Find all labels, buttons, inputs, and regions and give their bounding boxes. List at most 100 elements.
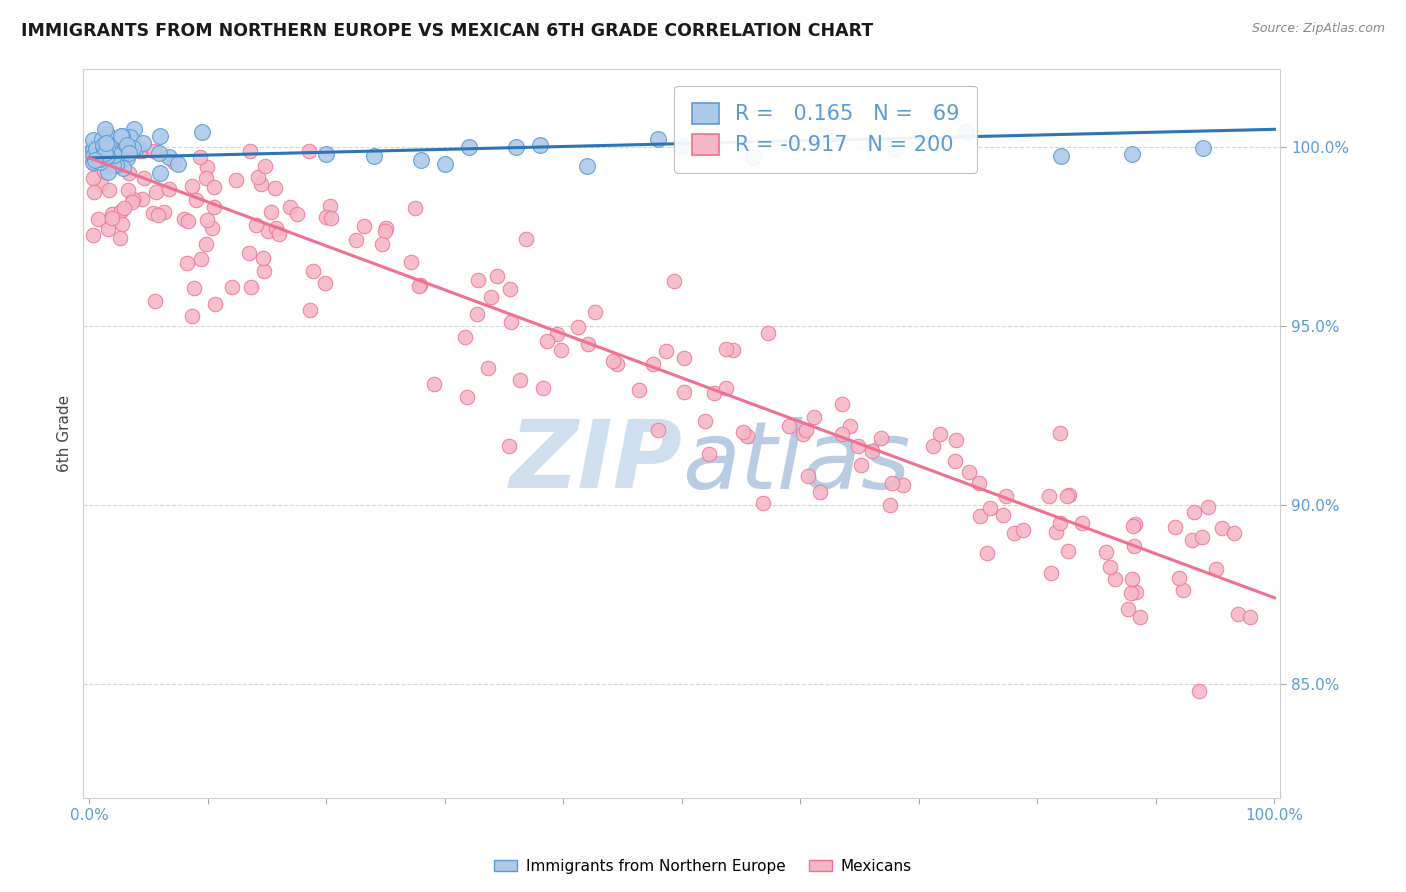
Point — [128, 144, 150, 158]
Point — [647, 132, 669, 146]
Point — [1211, 521, 1233, 535]
Point — [188, 149, 211, 163]
Point — [111, 217, 134, 231]
Point — [145, 186, 167, 200]
Point — [731, 425, 754, 439]
Point — [315, 210, 337, 224]
Point — [498, 439, 520, 453]
Point — [253, 264, 276, 278]
Point — [794, 423, 817, 437]
Point — [550, 343, 572, 357]
Text: IMMIGRANTS FROM NORTHERN EUROPE VS MEXICAN 6TH GRADE CORRELATION CHART: IMMIGRANTS FROM NORTHERN EUROPE VS MEXIC… — [21, 22, 873, 40]
Point — [82, 133, 104, 147]
Point — [404, 201, 426, 215]
Point — [278, 200, 301, 214]
Point — [131, 192, 153, 206]
Point — [86, 149, 108, 163]
Point — [93, 146, 115, 161]
Point — [567, 319, 589, 334]
Point — [98, 145, 121, 159]
Point — [993, 508, 1015, 523]
Point — [149, 129, 172, 144]
Point — [839, 419, 862, 434]
Text: Source: ZipAtlas.com: Source: ZipAtlas.com — [1251, 22, 1385, 36]
Point — [422, 377, 444, 392]
Point — [1171, 582, 1194, 597]
Point — [879, 498, 901, 512]
Point — [167, 157, 190, 171]
Point — [399, 255, 422, 269]
Point — [82, 141, 104, 155]
Point — [200, 220, 222, 235]
Point — [602, 354, 624, 368]
Point — [101, 158, 124, 172]
Point — [314, 277, 336, 291]
Point — [485, 268, 508, 283]
Point — [501, 315, 523, 329]
Point — [157, 182, 180, 196]
Point — [97, 164, 120, 178]
Point — [536, 334, 558, 348]
Point — [353, 219, 375, 234]
Point — [91, 131, 114, 145]
Point — [91, 147, 114, 161]
Point — [83, 186, 105, 200]
Point — [1118, 601, 1140, 615]
Point — [673, 385, 696, 400]
Point — [893, 478, 915, 492]
Point — [142, 144, 165, 158]
Point — [735, 428, 758, 442]
Point — [813, 128, 835, 143]
Point — [173, 212, 195, 227]
Point — [239, 280, 262, 294]
Point — [477, 360, 499, 375]
Point — [1059, 488, 1081, 502]
Point — [195, 160, 218, 174]
Point — [1011, 523, 1033, 537]
Point — [870, 431, 893, 445]
Point — [132, 136, 155, 150]
Point — [1121, 146, 1143, 161]
Point — [1057, 543, 1080, 558]
Point — [82, 144, 104, 158]
Point — [91, 138, 114, 153]
Point — [928, 427, 950, 442]
Point — [673, 351, 696, 365]
Point — [111, 161, 134, 175]
Point — [245, 218, 267, 232]
Point — [94, 136, 117, 151]
Point — [1188, 683, 1211, 698]
Point — [1125, 585, 1147, 599]
Point — [803, 410, 825, 425]
Point — [96, 149, 118, 163]
Point — [1239, 610, 1261, 624]
Point — [190, 252, 212, 266]
Point — [118, 146, 141, 161]
Point — [703, 386, 725, 401]
Point — [121, 192, 143, 206]
Point — [153, 205, 176, 219]
Point — [93, 164, 115, 178]
Point — [246, 170, 269, 185]
Point — [122, 122, 145, 136]
Point — [374, 224, 396, 238]
Point — [132, 170, 155, 185]
Y-axis label: 6th Grade: 6th Grade — [58, 395, 72, 472]
Point — [529, 137, 551, 152]
Point — [90, 144, 112, 158]
Point — [96, 143, 118, 157]
Point — [285, 207, 308, 221]
Point — [250, 177, 273, 191]
Point — [849, 458, 872, 472]
Point — [252, 251, 274, 265]
Point — [105, 144, 128, 158]
Point — [97, 148, 120, 162]
Point — [120, 130, 142, 145]
Point — [83, 144, 105, 158]
Point — [321, 211, 343, 226]
Point — [82, 145, 104, 159]
Point — [1050, 149, 1073, 163]
Point — [846, 439, 869, 453]
Point — [994, 490, 1017, 504]
Point — [671, 138, 693, 153]
